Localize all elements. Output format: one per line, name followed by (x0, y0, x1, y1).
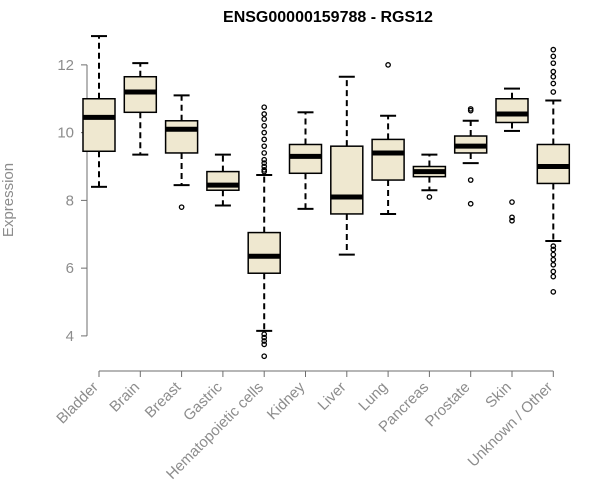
x-tick-label: Brain (106, 379, 143, 416)
outlier-point (261, 338, 268, 344)
outlier-point (550, 80, 557, 87)
x-tick-label: Bladder (53, 379, 102, 428)
y-tick-label: 6 (66, 260, 74, 277)
x-tick-label: Skin (482, 379, 515, 412)
y-tick-label: 12 (57, 57, 74, 74)
outlier-point (261, 136, 268, 143)
outlier-point (467, 106, 474, 112)
outlier-point (261, 163, 268, 170)
outlier-point (550, 68, 557, 75)
x-tick-label: Breast (142, 378, 185, 421)
outlier-point (261, 111, 268, 117)
box (330, 145, 364, 215)
outlier-point (261, 167, 268, 173)
outlier-point (261, 341, 268, 348)
outlier-point (385, 62, 391, 68)
outlier-point (261, 143, 268, 150)
box (123, 75, 158, 114)
box-group (288, 111, 323, 210)
box-group (82, 35, 116, 188)
outlier-point (550, 53, 557, 60)
box-group (206, 153, 240, 207)
outlier-point (426, 194, 433, 200)
outlier-point (550, 268, 557, 275)
box (164, 120, 199, 154)
outlier-point (550, 46, 557, 53)
outlier-point (550, 256, 557, 263)
outlier-point (550, 246, 557, 253)
box (288, 143, 323, 175)
outlier-point (550, 289, 557, 295)
x-tick-label: Prostate (422, 379, 474, 431)
y-tick-label: 10 (57, 125, 74, 142)
outlier-point (550, 243, 557, 249)
outlier-point (261, 331, 268, 338)
box (82, 98, 116, 153)
outlier-point (509, 214, 515, 221)
outlier-point (550, 273, 557, 280)
outlier-point (261, 116, 268, 122)
y-tick-label: 8 (66, 192, 74, 209)
x-tick-label: Lung (355, 379, 391, 415)
box-group (247, 104, 281, 360)
box-group (330, 75, 364, 256)
x-tick-label: Kidney (264, 378, 309, 423)
x-tick-label: Liver (315, 379, 350, 414)
outlier-point (261, 160, 268, 166)
box (536, 143, 571, 185)
outlier-point (509, 199, 515, 205)
outlier-point (261, 123, 268, 129)
outlier-point (550, 251, 557, 258)
box-group (123, 62, 158, 156)
box-group (164, 94, 199, 211)
boxes-layer (82, 35, 571, 360)
box (247, 231, 281, 274)
outlier-point (550, 73, 557, 80)
box-group (371, 62, 405, 215)
outlier-point (261, 334, 268, 341)
outlier-point (550, 60, 557, 67)
outlier-point (550, 261, 557, 268)
box-group (412, 153, 447, 200)
box (495, 98, 529, 124)
outlier-point (261, 104, 268, 111)
outlier-point (261, 150, 268, 156)
outlier-point (261, 129, 268, 136)
outlier-point (261, 156, 268, 163)
outlier-point (467, 177, 474, 183)
y-tick-label: 4 (66, 328, 74, 345)
box-group (536, 46, 571, 295)
outlier-point (467, 200, 474, 207)
box (371, 138, 405, 181)
chart-title: ENSG00000159788 - RGS12 (223, 9, 433, 26)
outlier-point (261, 353, 268, 360)
outlier-point (550, 89, 557, 95)
box-group (453, 106, 488, 207)
outlier-point (509, 217, 515, 224)
box-group (495, 87, 529, 224)
outlier-point (178, 204, 185, 211)
y-axis-label: Expression (0, 163, 17, 237)
